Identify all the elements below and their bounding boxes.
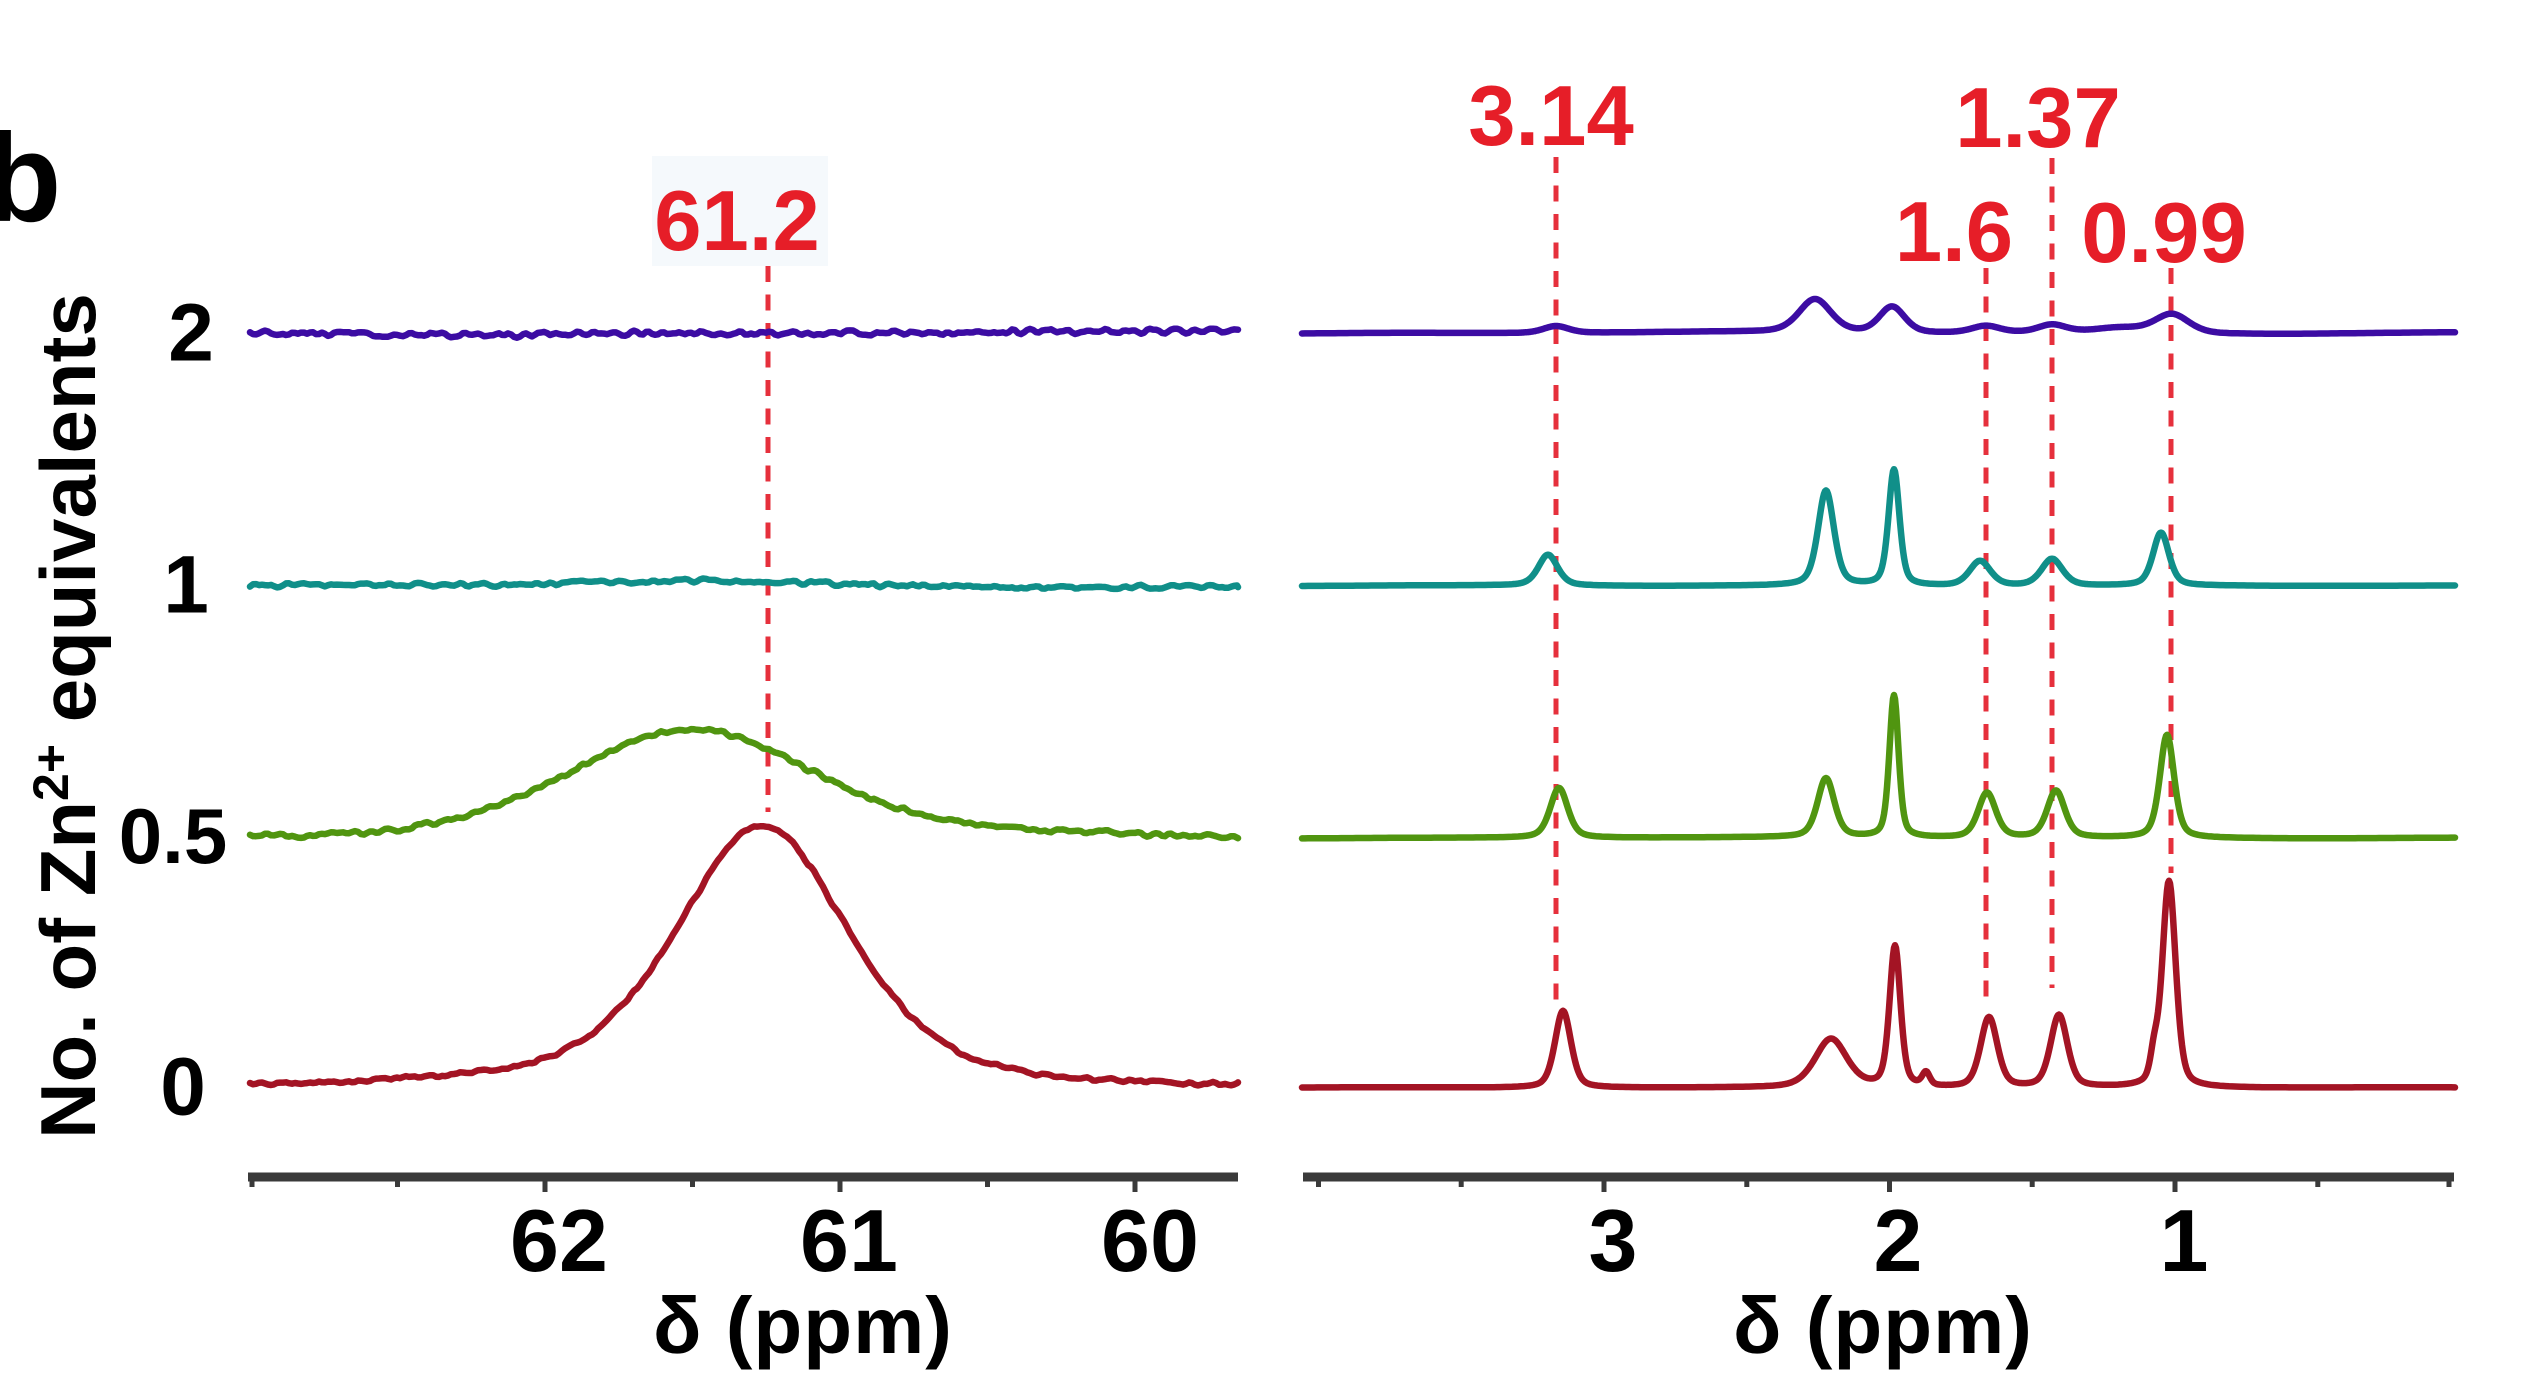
svg-text:1: 1 [163,540,209,631]
svg-text:0: 0 [160,1042,206,1133]
svg-text:2: 2 [1874,1191,1923,1290]
svg-text:3: 3 [1589,1191,1638,1290]
svg-text:0.5: 0.5 [119,792,227,880]
svg-text:No. of Zn2+ equivalents: No. of Zn2+ equivalents [23,293,112,1139]
svg-text:1: 1 [2160,1191,2209,1290]
svg-text:1.37: 1.37 [1955,71,2120,166]
svg-text:δ (ppm): δ (ppm) [1733,1281,2033,1370]
svg-text:1.6: 1.6 [1895,185,2013,280]
svg-text:61: 61 [800,1191,898,1290]
svg-text:62: 62 [510,1191,608,1290]
svg-text:3.14: 3.14 [1468,69,1633,164]
svg-text:61.2: 61.2 [654,174,819,269]
svg-text:2: 2 [168,288,214,379]
svg-text:b: b [0,109,61,248]
svg-text:0.99: 0.99 [2081,186,2246,281]
svg-text:60: 60 [1101,1191,1199,1290]
svg-text:δ (ppm): δ (ppm) [653,1281,953,1370]
